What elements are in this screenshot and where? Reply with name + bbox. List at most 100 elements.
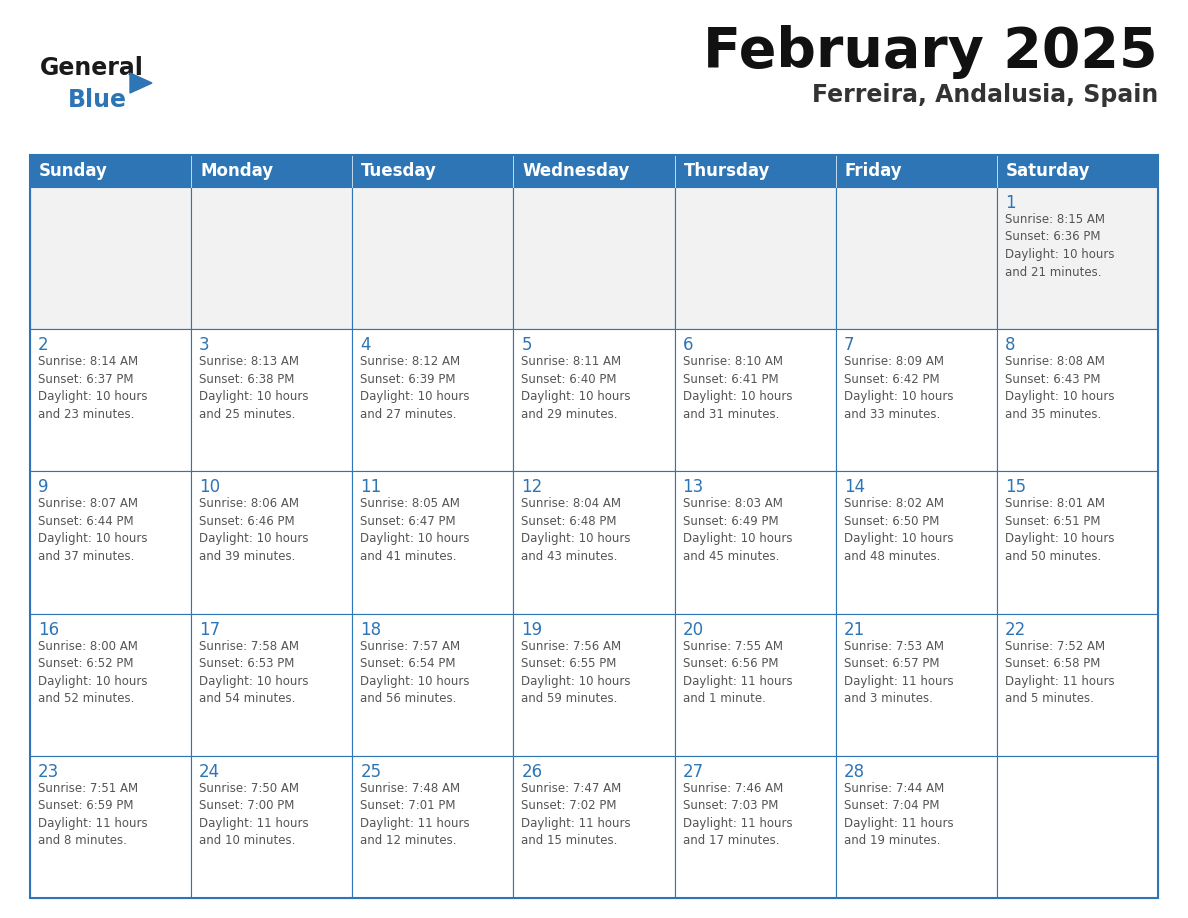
Text: Sunrise: 8:04 AM
Sunset: 6:48 PM
Daylight: 10 hours
and 43 minutes.: Sunrise: 8:04 AM Sunset: 6:48 PM Dayligh… <box>522 498 631 563</box>
Text: Sunrise: 7:56 AM
Sunset: 6:55 PM
Daylight: 10 hours
and 59 minutes.: Sunrise: 7:56 AM Sunset: 6:55 PM Dayligh… <box>522 640 631 705</box>
Text: 14: 14 <box>843 478 865 497</box>
Text: Blue: Blue <box>68 88 127 112</box>
Text: Sunrise: 7:47 AM
Sunset: 7:02 PM
Daylight: 11 hours
and 15 minutes.: Sunrise: 7:47 AM Sunset: 7:02 PM Dayligh… <box>522 782 631 847</box>
Text: 15: 15 <box>1005 478 1026 497</box>
Bar <box>30 613 191 756</box>
Bar <box>191 756 353 898</box>
Bar <box>997 155 1158 187</box>
Bar <box>191 613 353 756</box>
Text: Tuesday: Tuesday <box>361 162 437 180</box>
Text: 23: 23 <box>38 763 59 781</box>
Bar <box>675 330 835 472</box>
Bar <box>30 756 191 898</box>
Bar <box>675 756 835 898</box>
Text: 4: 4 <box>360 336 371 354</box>
Bar <box>997 472 1158 613</box>
Text: Sunrise: 8:07 AM
Sunset: 6:44 PM
Daylight: 10 hours
and 37 minutes.: Sunrise: 8:07 AM Sunset: 6:44 PM Dayligh… <box>38 498 147 563</box>
Bar <box>30 187 191 330</box>
Text: 25: 25 <box>360 763 381 781</box>
Text: Wednesday: Wednesday <box>523 162 630 180</box>
Bar <box>997 613 1158 756</box>
Bar <box>353 472 513 613</box>
Text: 13: 13 <box>683 478 703 497</box>
Text: Sunrise: 8:02 AM
Sunset: 6:50 PM
Daylight: 10 hours
and 48 minutes.: Sunrise: 8:02 AM Sunset: 6:50 PM Dayligh… <box>843 498 953 563</box>
Bar <box>835 756 997 898</box>
Text: 19: 19 <box>522 621 543 639</box>
Bar <box>513 155 675 187</box>
Text: 7: 7 <box>843 336 854 354</box>
Text: 8: 8 <box>1005 336 1016 354</box>
Bar <box>675 613 835 756</box>
Text: 28: 28 <box>843 763 865 781</box>
Text: 11: 11 <box>360 478 381 497</box>
Bar <box>513 756 675 898</box>
Text: Sunrise: 7:46 AM
Sunset: 7:03 PM
Daylight: 11 hours
and 17 minutes.: Sunrise: 7:46 AM Sunset: 7:03 PM Dayligh… <box>683 782 792 847</box>
Text: Sunrise: 7:53 AM
Sunset: 6:57 PM
Daylight: 11 hours
and 3 minutes.: Sunrise: 7:53 AM Sunset: 6:57 PM Dayligh… <box>843 640 953 705</box>
Bar <box>513 613 675 756</box>
Text: General: General <box>40 56 144 80</box>
Text: 3: 3 <box>200 336 210 354</box>
Bar <box>513 330 675 472</box>
Text: 10: 10 <box>200 478 220 497</box>
Bar <box>191 187 353 330</box>
Bar <box>835 155 997 187</box>
Text: February 2025: February 2025 <box>703 25 1158 79</box>
Bar <box>191 472 353 613</box>
Text: Sunrise: 8:06 AM
Sunset: 6:46 PM
Daylight: 10 hours
and 39 minutes.: Sunrise: 8:06 AM Sunset: 6:46 PM Dayligh… <box>200 498 309 563</box>
Text: Thursday: Thursday <box>683 162 770 180</box>
Text: Sunrise: 8:10 AM
Sunset: 6:41 PM
Daylight: 10 hours
and 31 minutes.: Sunrise: 8:10 AM Sunset: 6:41 PM Dayligh… <box>683 355 792 420</box>
Text: 12: 12 <box>522 478 543 497</box>
Text: 21: 21 <box>843 621 865 639</box>
Text: Sunrise: 8:00 AM
Sunset: 6:52 PM
Daylight: 10 hours
and 52 minutes.: Sunrise: 8:00 AM Sunset: 6:52 PM Dayligh… <box>38 640 147 705</box>
Text: Sunrise: 7:44 AM
Sunset: 7:04 PM
Daylight: 11 hours
and 19 minutes.: Sunrise: 7:44 AM Sunset: 7:04 PM Dayligh… <box>843 782 953 847</box>
Text: Sunrise: 8:05 AM
Sunset: 6:47 PM
Daylight: 10 hours
and 41 minutes.: Sunrise: 8:05 AM Sunset: 6:47 PM Dayligh… <box>360 498 469 563</box>
Bar <box>835 187 997 330</box>
Text: Sunrise: 8:03 AM
Sunset: 6:49 PM
Daylight: 10 hours
and 45 minutes.: Sunrise: 8:03 AM Sunset: 6:49 PM Dayligh… <box>683 498 792 563</box>
Bar <box>997 330 1158 472</box>
Text: Sunrise: 8:01 AM
Sunset: 6:51 PM
Daylight: 10 hours
and 50 minutes.: Sunrise: 8:01 AM Sunset: 6:51 PM Dayligh… <box>1005 498 1114 563</box>
Text: Sunrise: 7:52 AM
Sunset: 6:58 PM
Daylight: 11 hours
and 5 minutes.: Sunrise: 7:52 AM Sunset: 6:58 PM Dayligh… <box>1005 640 1114 705</box>
Bar <box>191 155 353 187</box>
Text: Sunrise: 7:55 AM
Sunset: 6:56 PM
Daylight: 11 hours
and 1 minute.: Sunrise: 7:55 AM Sunset: 6:56 PM Dayligh… <box>683 640 792 705</box>
Text: 22: 22 <box>1005 621 1026 639</box>
Bar <box>513 187 675 330</box>
Bar <box>675 187 835 330</box>
Bar <box>835 472 997 613</box>
Bar <box>191 330 353 472</box>
Text: 9: 9 <box>38 478 49 497</box>
Bar <box>997 756 1158 898</box>
Bar <box>353 330 513 472</box>
Text: 5: 5 <box>522 336 532 354</box>
Text: Sunrise: 7:58 AM
Sunset: 6:53 PM
Daylight: 10 hours
and 54 minutes.: Sunrise: 7:58 AM Sunset: 6:53 PM Dayligh… <box>200 640 309 705</box>
Text: 18: 18 <box>360 621 381 639</box>
Polygon shape <box>129 73 152 93</box>
Text: Sunrise: 8:09 AM
Sunset: 6:42 PM
Daylight: 10 hours
and 33 minutes.: Sunrise: 8:09 AM Sunset: 6:42 PM Dayligh… <box>843 355 953 420</box>
Text: Ferreira, Andalusia, Spain: Ferreira, Andalusia, Spain <box>811 83 1158 107</box>
Text: 24: 24 <box>200 763 220 781</box>
Text: Saturday: Saturday <box>1006 162 1091 180</box>
Text: Sunrise: 7:48 AM
Sunset: 7:01 PM
Daylight: 11 hours
and 12 minutes.: Sunrise: 7:48 AM Sunset: 7:01 PM Dayligh… <box>360 782 470 847</box>
Text: Sunrise: 8:13 AM
Sunset: 6:38 PM
Daylight: 10 hours
and 25 minutes.: Sunrise: 8:13 AM Sunset: 6:38 PM Dayligh… <box>200 355 309 420</box>
Text: 1: 1 <box>1005 194 1016 212</box>
Bar <box>675 155 835 187</box>
Text: 17: 17 <box>200 621 220 639</box>
Text: Sunrise: 8:12 AM
Sunset: 6:39 PM
Daylight: 10 hours
and 27 minutes.: Sunrise: 8:12 AM Sunset: 6:39 PM Dayligh… <box>360 355 469 420</box>
Text: Sunrise: 7:51 AM
Sunset: 6:59 PM
Daylight: 11 hours
and 8 minutes.: Sunrise: 7:51 AM Sunset: 6:59 PM Dayligh… <box>38 782 147 847</box>
Bar <box>353 756 513 898</box>
Text: Sunrise: 8:14 AM
Sunset: 6:37 PM
Daylight: 10 hours
and 23 minutes.: Sunrise: 8:14 AM Sunset: 6:37 PM Dayligh… <box>38 355 147 420</box>
Bar <box>353 613 513 756</box>
Text: Sunrise: 8:15 AM
Sunset: 6:36 PM
Daylight: 10 hours
and 21 minutes.: Sunrise: 8:15 AM Sunset: 6:36 PM Dayligh… <box>1005 213 1114 278</box>
Bar <box>513 472 675 613</box>
Text: 20: 20 <box>683 621 703 639</box>
Text: Monday: Monday <box>200 162 273 180</box>
Bar <box>997 187 1158 330</box>
Bar <box>30 155 1158 898</box>
Bar <box>30 155 191 187</box>
Bar <box>675 472 835 613</box>
Bar <box>353 155 513 187</box>
Bar <box>30 472 191 613</box>
Text: 6: 6 <box>683 336 693 354</box>
Text: 16: 16 <box>38 621 59 639</box>
Bar <box>835 330 997 472</box>
Text: 26: 26 <box>522 763 543 781</box>
